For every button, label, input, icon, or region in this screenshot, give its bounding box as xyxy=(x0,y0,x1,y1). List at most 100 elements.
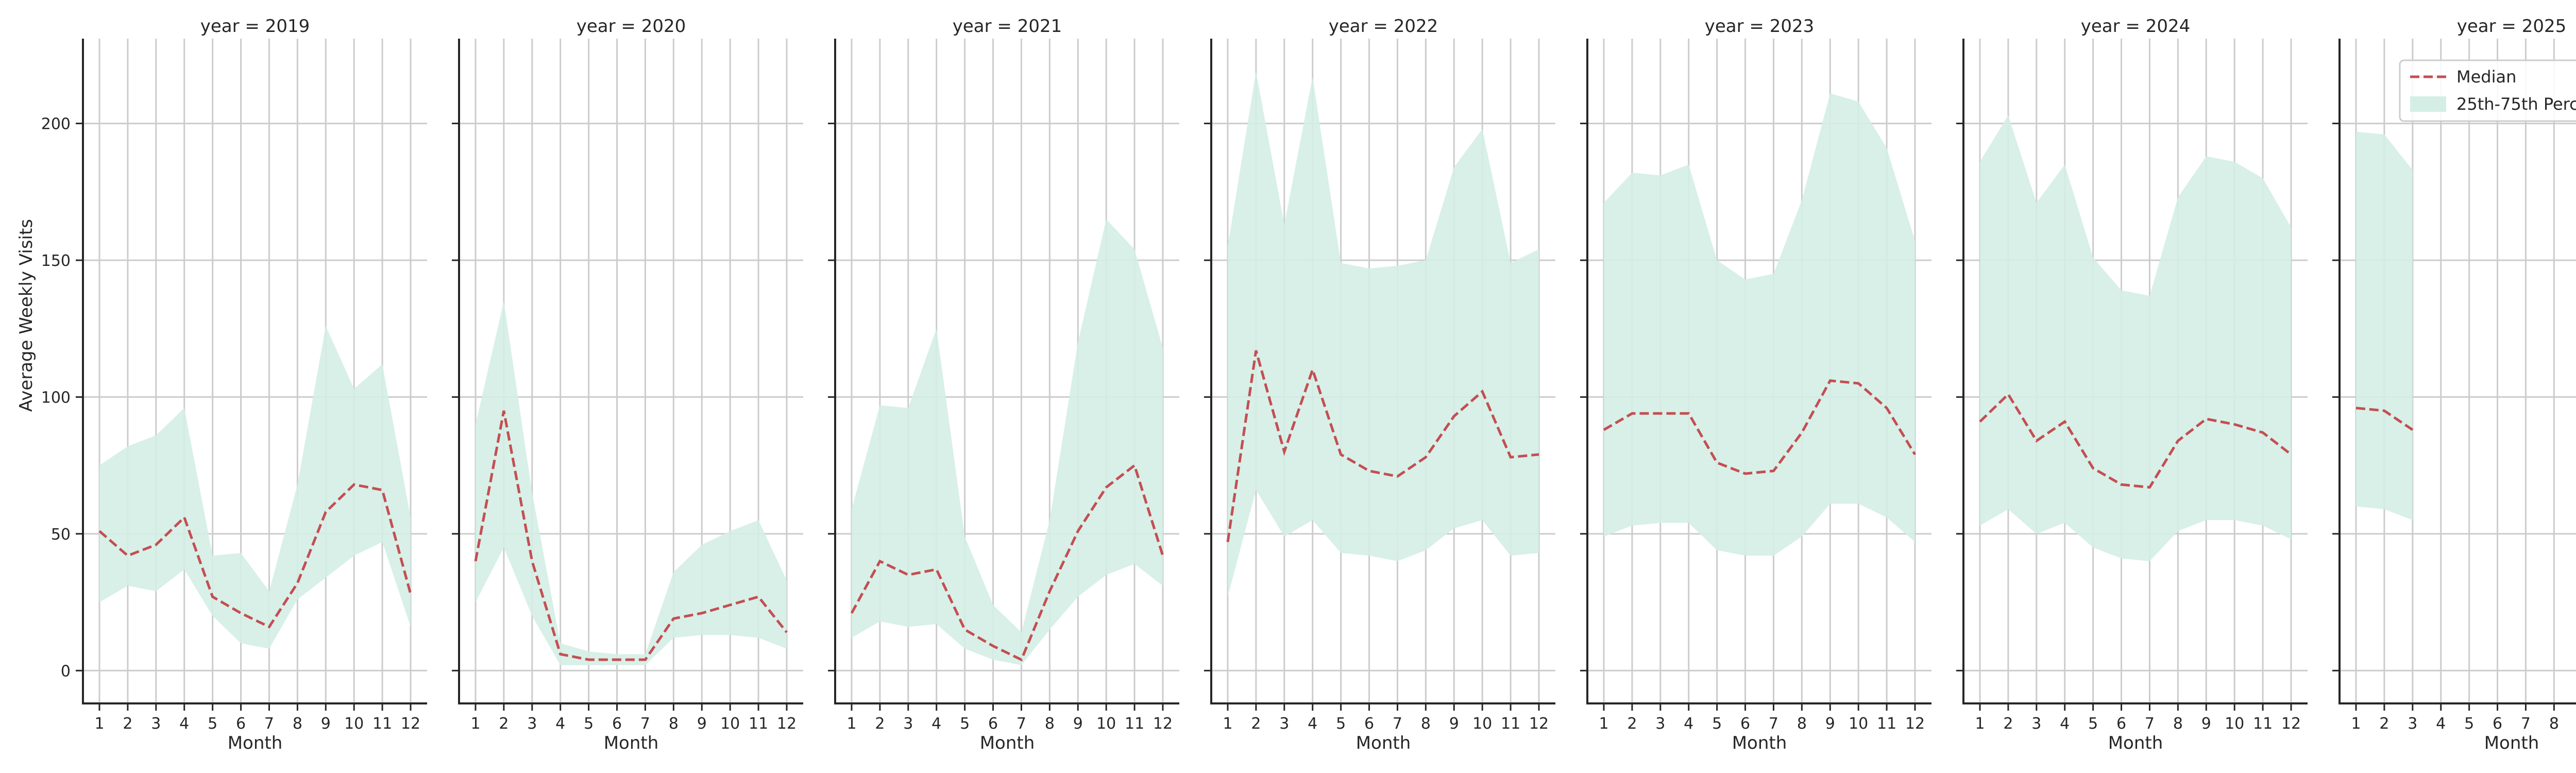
x-tick-label: 5 xyxy=(2464,715,2474,733)
median-line xyxy=(98,483,412,629)
x-tick-label: 8 xyxy=(293,715,302,733)
x-tick-label: 11 xyxy=(749,715,768,733)
x-axis-label: Month xyxy=(228,733,283,753)
x-tick-label: 1 xyxy=(846,715,856,733)
median-line xyxy=(474,410,788,661)
x-tick-label: 12 xyxy=(1153,715,1173,733)
x-tick-label: 10 xyxy=(720,715,740,733)
x-tick-label: 5 xyxy=(208,715,217,733)
x-tick-label: 5 xyxy=(1336,715,1346,733)
x-tick-label: 5 xyxy=(1712,715,1722,733)
x-tick-label: 7 xyxy=(640,715,650,733)
x-tick-label: 1 xyxy=(1975,715,1985,733)
panel-title: year = 2019 xyxy=(200,16,310,37)
x-tick-label: 7 xyxy=(1769,715,1778,733)
x-tick-label: 11 xyxy=(2253,715,2273,733)
x-tick-label: 7 xyxy=(2521,715,2531,733)
x-tick-label: 9 xyxy=(1073,715,1083,733)
x-axis-label: Month xyxy=(2108,733,2163,753)
x-tick-label: 9 xyxy=(2201,715,2211,733)
x-tick-label: 3 xyxy=(1279,715,1289,733)
x-tick-label: 4 xyxy=(931,715,941,733)
x-tick-label: 8 xyxy=(669,715,679,733)
y-axis-label: Average Weekly Visits xyxy=(16,219,37,412)
x-tick-label: 8 xyxy=(1421,715,1431,733)
x-tick-label: 1 xyxy=(2351,715,2361,733)
x-tick-label: 4 xyxy=(2060,715,2070,733)
x-tick-label: 9 xyxy=(1449,715,1459,733)
x-tick-label: 4 xyxy=(2436,715,2446,733)
x-tick-label: 1 xyxy=(470,715,480,733)
x-tick-label: 4 xyxy=(1684,715,1693,733)
x-tick-label: 10 xyxy=(2225,715,2244,733)
y-tick-label: 50 xyxy=(51,526,71,544)
percentile-band xyxy=(99,326,411,649)
x-tick-label: 6 xyxy=(2493,715,2502,733)
x-tick-label: 9 xyxy=(1825,715,1835,733)
panel-title: year = 2023 xyxy=(1705,16,1814,37)
x-tick-label: 4 xyxy=(179,715,189,733)
x-tick-label: 2 xyxy=(875,715,885,733)
x-tick-label: 2 xyxy=(2003,715,2013,733)
x-tick-label: 1 xyxy=(1223,715,1232,733)
percentile-band xyxy=(1980,115,2291,562)
y-tick-label: 100 xyxy=(41,389,71,407)
x-tick-label: 9 xyxy=(697,715,707,733)
x-tick-label: 8 xyxy=(2173,715,2183,733)
x-axis-label: Month xyxy=(604,733,659,753)
x-axis-label: Month xyxy=(2484,733,2539,753)
x-tick-label: 6 xyxy=(236,715,246,733)
x-tick-label: 11 xyxy=(372,715,392,733)
x-tick-label: 6 xyxy=(1740,715,1750,733)
y-tick-label: 200 xyxy=(41,115,71,133)
x-tick-label: 5 xyxy=(584,715,594,733)
x-tick-label: 6 xyxy=(612,715,622,733)
x-tick-label: 3 xyxy=(1655,715,1665,733)
x-tick-label: 11 xyxy=(1125,715,1144,733)
x-axis-label: Month xyxy=(1356,733,1411,753)
y-tick-label: 0 xyxy=(61,662,71,680)
x-tick-label: 8 xyxy=(2549,715,2559,733)
legend-median-label: Median xyxy=(2456,67,2516,87)
percentile-band xyxy=(852,219,1163,665)
x-tick-label: 12 xyxy=(1905,715,1925,733)
x-tick-label: 11 xyxy=(1877,715,1896,733)
x-tick-label: 10 xyxy=(1472,715,1492,733)
x-tick-label: 2 xyxy=(123,715,132,733)
x-tick-label: 12 xyxy=(777,715,796,733)
x-tick-label: 12 xyxy=(1529,715,1549,733)
x-tick-label: 7 xyxy=(1016,715,1026,733)
x-tick-label: 7 xyxy=(264,715,274,733)
x-tick-label: 12 xyxy=(2281,715,2301,733)
percentile-band xyxy=(2356,131,2413,520)
x-tick-label: 5 xyxy=(2088,715,2098,733)
x-tick-label: 9 xyxy=(321,715,331,733)
x-tick-label: 2 xyxy=(1251,715,1261,733)
x-tick-label: 11 xyxy=(1501,715,1520,733)
x-tick-label: 6 xyxy=(988,715,998,733)
x-tick-label: 10 xyxy=(1849,715,1868,733)
x-tick-label: 3 xyxy=(151,715,161,733)
x-tick-label: 12 xyxy=(401,715,420,733)
y-tick-label: 150 xyxy=(41,252,71,270)
legend-band-swatch xyxy=(2410,96,2446,112)
x-tick-label: 3 xyxy=(2031,715,2041,733)
x-tick-label: 2 xyxy=(499,715,509,733)
x-tick-label: 10 xyxy=(1096,715,1116,733)
median-line xyxy=(1979,392,2292,489)
x-tick-label: 10 xyxy=(344,715,364,733)
median-line xyxy=(1226,350,1539,543)
percentile-band xyxy=(476,301,787,665)
x-tick-label: 2 xyxy=(2379,715,2389,733)
median-line xyxy=(2355,407,2414,431)
x-tick-label: 7 xyxy=(2145,715,2155,733)
x-tick-label: 4 xyxy=(555,715,565,733)
